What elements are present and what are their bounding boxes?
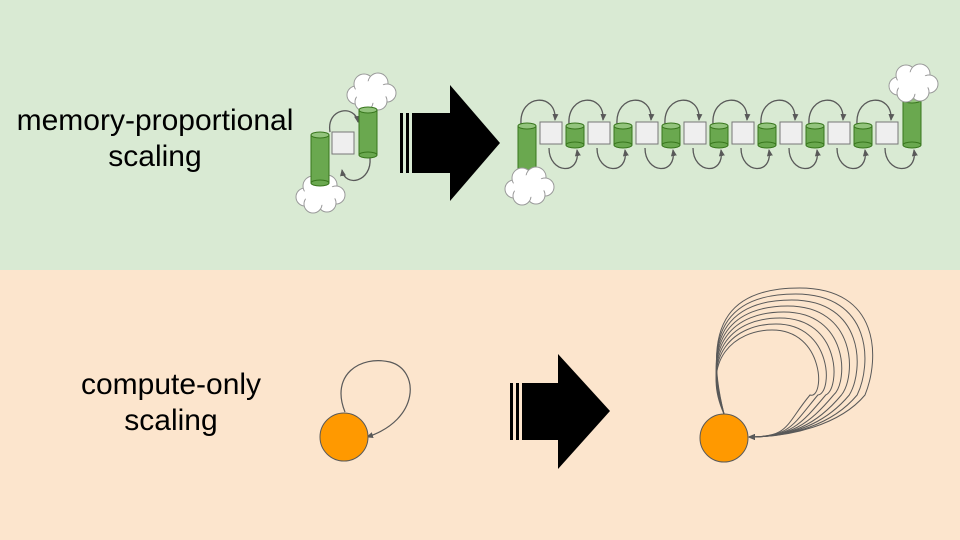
cloud-icon (346, 72, 397, 112)
memory-cylinder-icon (613, 122, 633, 149)
recurrent-loop-icon (715, 311, 843, 440)
recurrent-loop-icon (788, 147, 821, 170)
memory-cylinder-icon (805, 122, 825, 149)
recurrent-loop-icon (808, 99, 847, 125)
compute-only-label: compute-only scaling (55, 367, 287, 439)
memory-proportional-label-line-1: memory-proportional (16, 104, 294, 137)
memory-cylinder-icon (757, 122, 777, 149)
buffer-square-icon (875, 121, 899, 145)
compute-small-figure (319, 360, 411, 462)
recurrent-loop-icon (715, 293, 866, 440)
recurrent-loop-icon (715, 329, 820, 440)
buffer-square-icon (827, 121, 851, 145)
memory-cylinder-icon (358, 106, 378, 159)
cloud-icon (888, 63, 939, 103)
memory-large-figure (504, 63, 939, 206)
buffer-square-icon (683, 121, 707, 145)
compute-only-label-line-1: compute-only (80, 368, 262, 401)
buffer-square-icon (331, 131, 355, 155)
cloud-icon (504, 166, 555, 206)
memory-cylinder-icon (709, 122, 729, 149)
recurrent-loop-icon (520, 99, 559, 125)
buffer-square-icon (731, 121, 755, 145)
buffer-square-icon (587, 121, 611, 145)
recurrent-loop-icon (740, 147, 773, 170)
recurrent-loop-icon (340, 360, 411, 439)
recurrent-loop-icon (596, 147, 629, 170)
recurrent-loop-icon (644, 147, 677, 170)
recurrent-loop-icon (760, 99, 799, 125)
memory-small-figure (295, 72, 397, 214)
recurrent-loop-icon (692, 147, 725, 170)
memory-proportional-label-line-2: scaling (108, 140, 202, 173)
recurrent-loop-icon (340, 157, 371, 181)
recurrent-loop-icon (616, 99, 655, 125)
compute-only-panel (0, 270, 960, 540)
recurrent-loop-icon (856, 99, 895, 125)
recurrent-loop-icon (884, 147, 918, 170)
scale-arrow-icon (510, 354, 610, 469)
recurrent-loop-icon (715, 305, 850, 440)
compute-node-icon (319, 412, 369, 462)
compute-only-label-line-2: scaling (124, 404, 218, 437)
recurrent-loop-icon (664, 99, 703, 125)
recurrent-loop-icon (715, 323, 827, 440)
scale-arrow-icon (400, 85, 500, 201)
recurrent-loop-icon (568, 99, 607, 125)
buffer-square-icon (539, 121, 563, 145)
memory-cylinder-icon (853, 122, 873, 149)
recurrent-loop-icon (836, 147, 869, 170)
memory-cylinder-icon (902, 96, 922, 149)
recurrent-loop-icon (712, 99, 751, 125)
buffer-square-icon (779, 121, 803, 145)
buffer-square-icon (635, 121, 659, 145)
memory-cylinder-icon (310, 131, 330, 187)
memory-proportional-label: memory-proportional scaling (0, 103, 310, 175)
memory-cylinder-icon (661, 122, 681, 149)
recurrent-loop-icon (329, 110, 360, 133)
recurrent-loop-icon (715, 287, 874, 440)
recurrent-loop-icon (715, 299, 858, 440)
memory-cylinder-icon (565, 122, 585, 149)
compute-large-figure (699, 287, 874, 463)
recurrent-loop-icon (715, 317, 835, 440)
recurrent-loop-icon (548, 147, 581, 170)
compute-node-icon (699, 413, 749, 463)
